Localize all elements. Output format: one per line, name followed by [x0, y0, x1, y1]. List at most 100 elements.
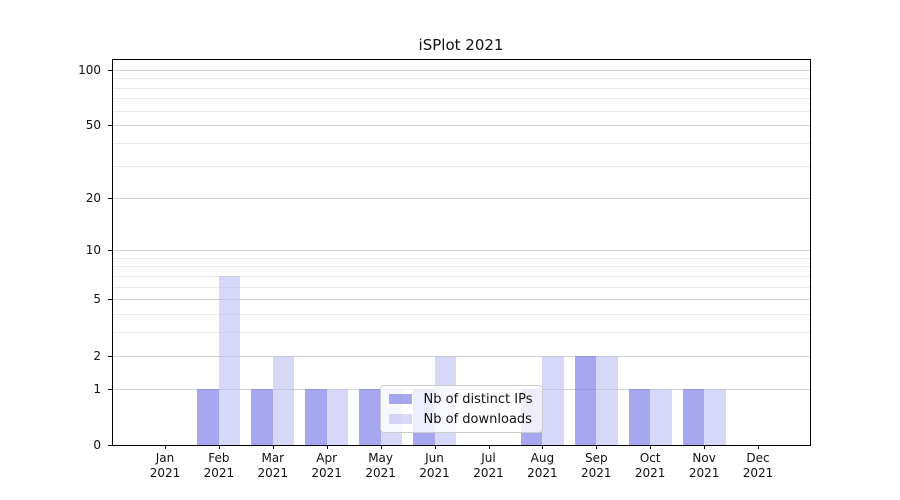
x-tick-label-jul: Jul 2021 — [462, 451, 516, 481]
x-tick-month: Nov — [692, 451, 716, 465]
legend-swatch-ips-icon — [388, 394, 412, 404]
legend-label-ips: Nb of distinct IPs — [423, 391, 533, 407]
y-tick-label-10: 10 — [85, 243, 101, 258]
x-tick-year: 2021 — [581, 466, 612, 480]
major-gridline — [113, 197, 810, 199]
x-tick-label-may: May 2021 — [354, 451, 408, 481]
y-tick-label-2: 2 — [93, 348, 101, 363]
x-tick-label-jun: Jun 2021 — [408, 451, 462, 481]
x-tick-year: 2021 — [257, 466, 289, 480]
chart-title: iSPlot 2021 — [418, 36, 504, 54]
x-tick-mark — [380, 445, 382, 449]
x-tick-mark — [704, 445, 706, 449]
x-tick-mark — [165, 445, 166, 449]
major-gridline — [113, 355, 810, 357]
x-tick-month: Aug — [530, 451, 555, 465]
x-tick-month: Apr — [316, 451, 338, 465]
x-tick-mark — [434, 445, 436, 449]
bar-ips-nov — [682, 388, 705, 445]
x-tick-month: Oct — [639, 451, 661, 465]
bar-downloads-apr — [326, 388, 349, 445]
bar-ips-mar — [251, 388, 273, 445]
x-tick-label-sep: Sep 2021 — [569, 451, 623, 481]
x-tick-year: 2021 — [149, 466, 181, 480]
y-tick-label-0: 0 — [93, 438, 101, 452]
x-tick-month: Feb — [208, 451, 230, 465]
major-gridline — [113, 250, 810, 252]
legend-label-downloads: Nb of downloads — [423, 411, 532, 427]
x-tick-month: Dec — [746, 451, 770, 465]
y-tick-mark — [108, 445, 112, 446]
x-tick-month: Jun — [425, 451, 444, 465]
x-tick-year: 2021 — [527, 466, 558, 480]
x-tick-year: 2021 — [203, 466, 235, 480]
plot-area: Nb of distinct IPs Nb of downloads — [112, 59, 811, 446]
y-tick-mark — [108, 388, 112, 390]
y-tick-mark — [108, 355, 112, 357]
bar-downloads-oct — [650, 388, 672, 445]
x-tick-year: 2021 — [419, 466, 450, 480]
x-tick-mark — [542, 445, 544, 449]
x-tick-month: Jan — [155, 451, 175, 465]
x-tick-year: 2021 — [473, 466, 504, 480]
y-tick-label-20: 20 — [85, 190, 101, 205]
x-tick-year: 2021 — [365, 466, 396, 480]
minor-gridline — [113, 143, 810, 145]
minor-gridline — [113, 275, 810, 277]
y-tick-label-5: 5 — [93, 292, 101, 307]
minor-gridline — [113, 165, 810, 167]
minor-gridline — [113, 266, 810, 268]
minor-gridline — [113, 87, 810, 89]
x-tick-mark — [488, 445, 490, 449]
x-tick-month: Mar — [261, 451, 285, 465]
legend-item-distinct-ips: Nb of distinct IPs — [388, 391, 533, 407]
y-tick-mark — [108, 197, 112, 199]
y-tick-mark — [108, 125, 112, 127]
y-tick-label-1: 1 — [93, 381, 101, 396]
x-tick-year: 2021 — [742, 466, 774, 480]
legend: Nb of distinct IPs Nb of downloads — [379, 385, 544, 433]
x-tick-label-oct: Oct 2021 — [623, 451, 677, 481]
x-tick-label-jan: Jan 2021 — [138, 451, 192, 481]
x-tick-label-mar: Mar 2021 — [246, 451, 300, 481]
x-tick-year: 2021 — [311, 466, 342, 480]
x-tick-month: May — [368, 451, 393, 465]
bar-downloads-feb — [218, 275, 241, 445]
x-tick-month: Sep — [584, 451, 608, 465]
minor-gridline — [113, 286, 810, 288]
y-tick-label-50: 50 — [85, 118, 101, 133]
minor-gridline — [113, 257, 810, 259]
y-tick-mark — [108, 69, 112, 71]
minor-gridline — [113, 98, 810, 100]
x-tick-label-nov: Nov 2021 — [677, 451, 731, 481]
minor-gridline — [113, 314, 810, 316]
y-tick-mark — [108, 299, 112, 301]
minor-gridline — [113, 110, 810, 112]
x-tick-mark — [326, 445, 328, 449]
bar-ips-sep — [574, 355, 597, 445]
major-gridline — [113, 299, 810, 301]
major-gridline — [113, 125, 810, 127]
bar-ips-feb — [197, 388, 219, 445]
x-tick-label-feb: Feb 2021 — [192, 451, 246, 481]
bar-downloads-sep — [596, 355, 618, 445]
bar-downloads-aug — [542, 355, 564, 445]
x-tick-mark — [596, 445, 598, 449]
minor-gridline — [113, 78, 810, 80]
x-tick-month: Jul — [481, 451, 496, 465]
major-gridline — [113, 69, 810, 71]
x-tick-year: 2021 — [688, 466, 720, 480]
x-tick-mark — [758, 445, 759, 449]
y-tick-label-100: 100 — [78, 62, 101, 77]
x-tick-mark — [218, 445, 220, 449]
y-tick-mark — [108, 250, 112, 252]
x-tick-label-apr: Apr 2021 — [300, 451, 354, 481]
x-tick-label-dec: Dec 2021 — [731, 451, 785, 481]
bar-ips-apr — [305, 388, 327, 445]
bar-ips-oct — [628, 388, 651, 445]
x-tick-mark — [272, 445, 274, 449]
x-tick-mark — [650, 445, 652, 449]
minor-gridline — [113, 332, 810, 334]
x-tick-label-aug: Aug 2021 — [515, 451, 569, 481]
